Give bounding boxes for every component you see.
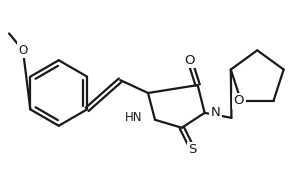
Text: N: N xyxy=(211,106,220,119)
Text: O: O xyxy=(234,94,244,107)
Text: HN: HN xyxy=(125,111,142,124)
Text: O: O xyxy=(184,54,195,67)
Text: S: S xyxy=(188,143,197,156)
Text: O: O xyxy=(18,44,28,57)
